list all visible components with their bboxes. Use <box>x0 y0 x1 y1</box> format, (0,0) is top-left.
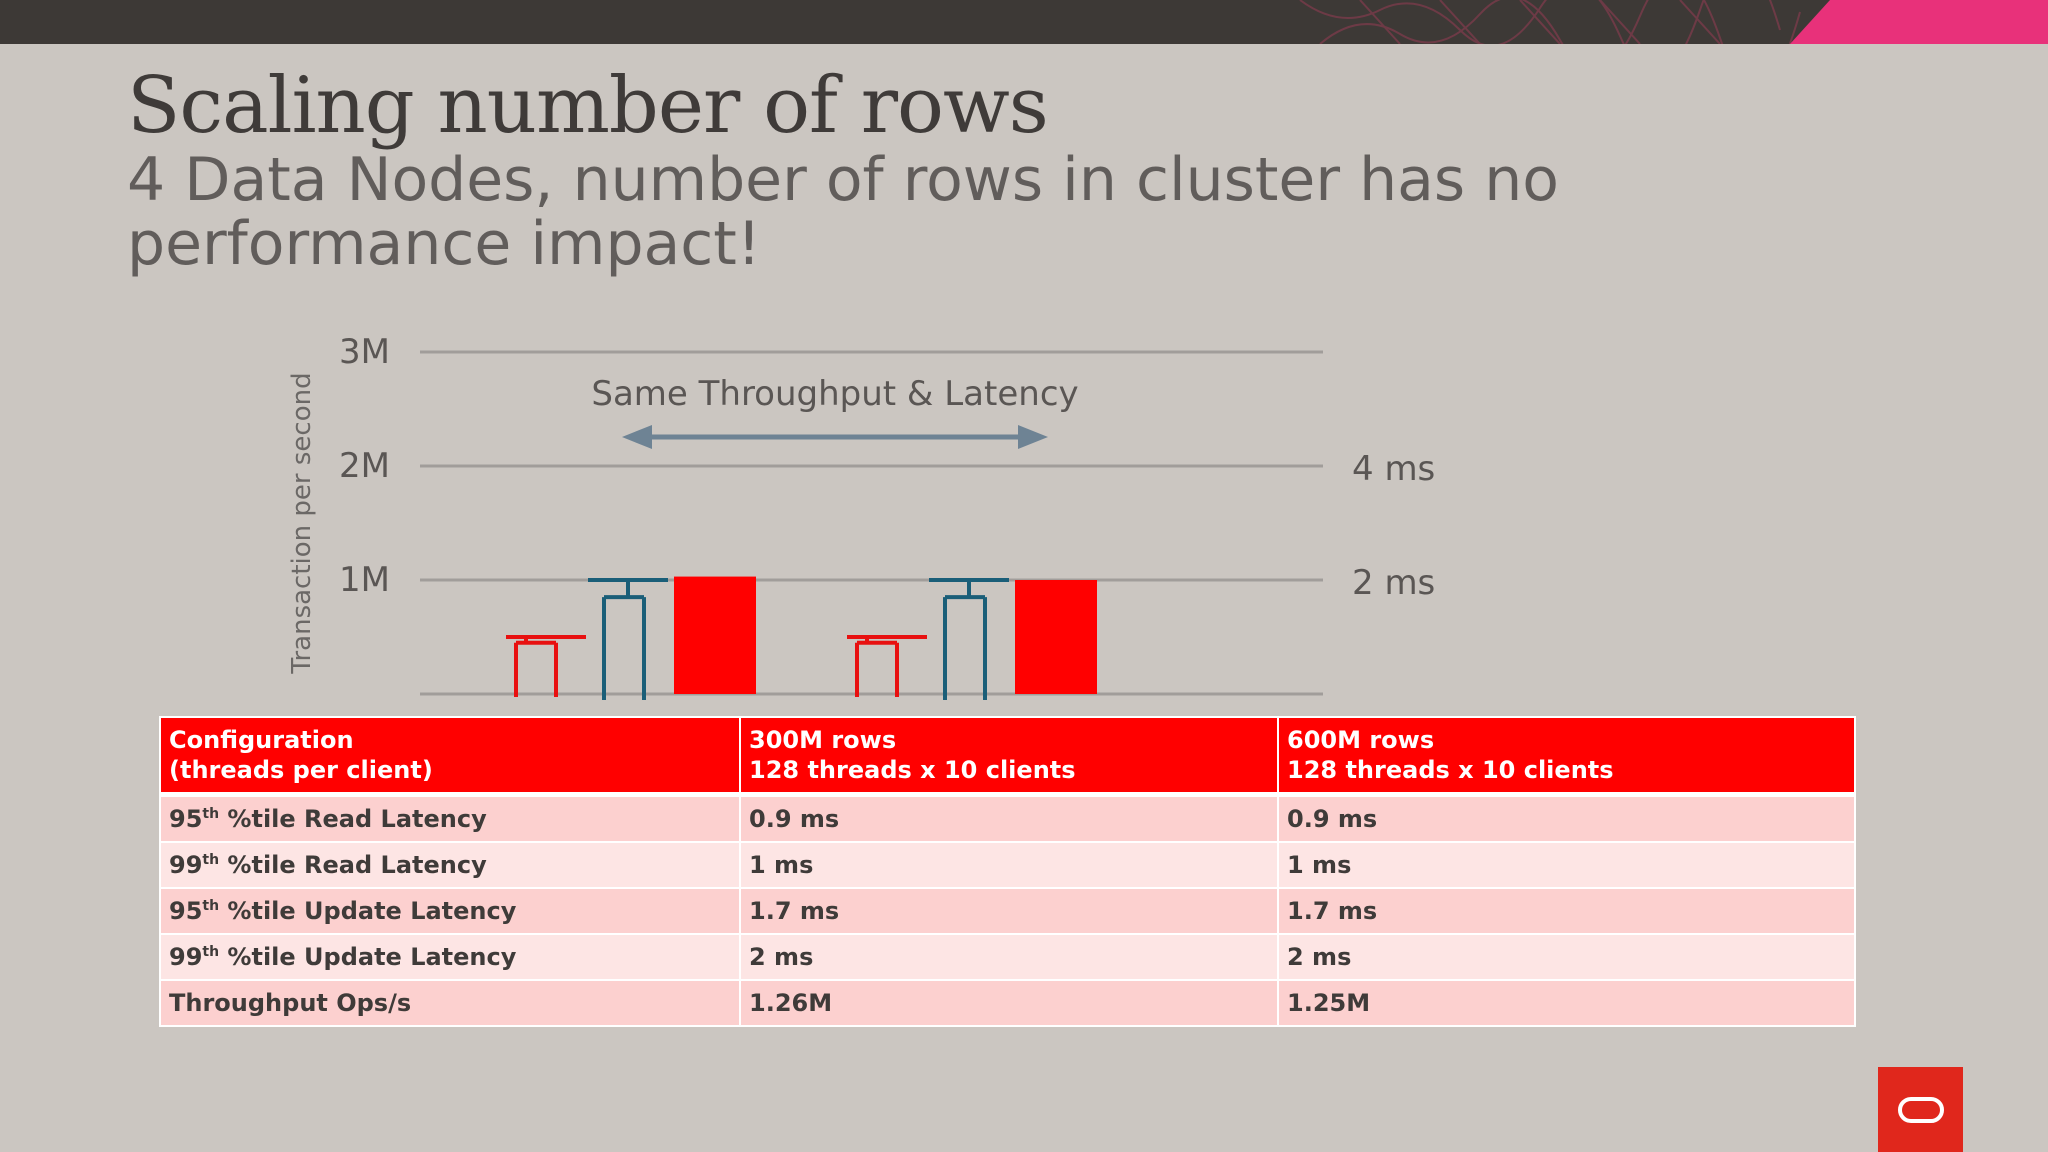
cell-300m: 1 ms <box>739 841 1279 889</box>
throughput-bar <box>1015 580 1097 694</box>
annotation-label: Same Throughput & Latency <box>591 374 1078 414</box>
read-latency-marker <box>847 635 927 697</box>
throughput-bar <box>674 576 756 694</box>
slide-subtitle: 4 Data Nodes, number of rows in cluster … <box>127 145 1559 279</box>
y2-tick-label: 2 ms <box>1352 563 1435 603</box>
cell-600m: 1 ms <box>1277 841 1856 889</box>
throughput-latency-chart: Transaction per second 3M 2M 1M 4 ms 2 ms Same… <box>287 332 1435 700</box>
results-table: Configuration (threads per client) 300M r… <box>159 716 1856 1027</box>
table-header-row: Configuration (threads per client) 300M r… <box>159 716 1856 797</box>
oracle-logo <box>1878 1067 1963 1152</box>
row-label: Throughput Ops/s <box>159 979 741 1027</box>
table-row: 95th %tile Update Latency 1.7 ms 1.7 ms <box>159 887 1856 935</box>
table-row: 99th %tile Update Latency 2 ms 2 ms <box>159 933 1856 981</box>
cell-300m: 1.7 ms <box>739 887 1279 935</box>
slide-title: Scaling number of rows <box>127 61 1049 151</box>
y-tick-label: 3M <box>339 332 390 372</box>
cell-600m: 1.7 ms <box>1277 887 1856 935</box>
y-axis-label: Transaction per second <box>287 372 317 674</box>
row-label: 95th %tile Update Latency <box>159 887 741 935</box>
header-600m-rows: 600M rows 128 threads x 10 clients <box>1277 716 1856 797</box>
y-tick-label: 2M <box>339 446 390 486</box>
cell-300m: 1.26M <box>739 979 1279 1027</box>
cell-600m: 1.25M <box>1277 979 1856 1027</box>
cell-600m: 2 ms <box>1277 933 1856 981</box>
decorative-pattern <box>1299 0 2048 44</box>
table-row: 99th %tile Read Latency 1 ms 1 ms <box>159 841 1856 889</box>
table-row: 95th %tile Read Latency 0.9 ms 0.9 ms <box>159 793 1856 843</box>
read-latency-marker <box>506 635 586 697</box>
oracle-ring-icon <box>1898 1097 1944 1123</box>
cell-300m: 2 ms <box>739 933 1279 981</box>
header-300m-rows: 300M rows 128 threads x 10 clients <box>739 716 1279 797</box>
row-label: 99th %tile Update Latency <box>159 933 741 981</box>
arrow-right-head <box>1018 425 1048 449</box>
row-label: 95th %tile Read Latency <box>159 793 741 843</box>
arrow-left-head <box>622 425 652 449</box>
update-latency-marker <box>588 578 668 700</box>
header-configuration: Configuration (threads per client) <box>159 716 741 797</box>
update-latency-marker <box>929 578 1009 700</box>
row-label: 99th %tile Read Latency <box>159 841 741 889</box>
cell-600m: 0.9 ms <box>1277 793 1856 843</box>
top-bar <box>0 0 2048 44</box>
table-row: Throughput Ops/s 1.26M 1.25M <box>159 979 1856 1027</box>
cell-300m: 0.9 ms <box>739 793 1279 843</box>
y2-tick-label: 4 ms <box>1352 449 1435 489</box>
y-tick-label: 1M <box>339 560 390 600</box>
